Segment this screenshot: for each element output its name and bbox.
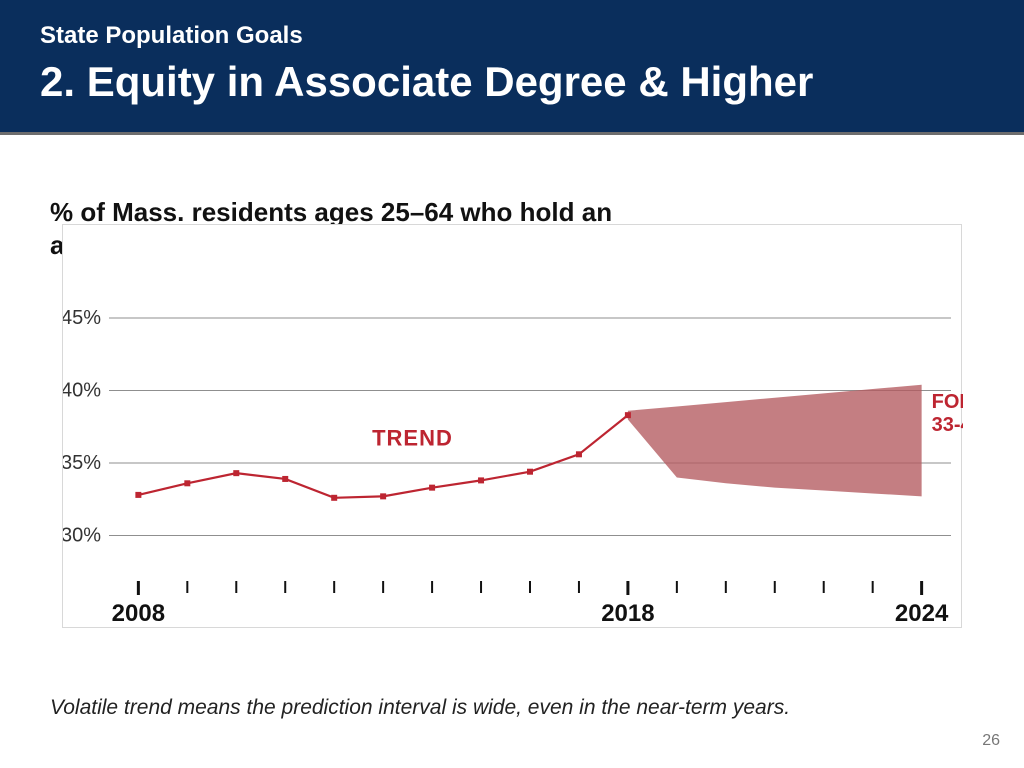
svg-text:30%: 30% [63,525,101,547]
header-kicker: State Population Goals [40,22,984,50]
svg-text:40%: 40% [63,380,101,402]
chart-svg: 30% 35% 40% 45% 2008 2018 2024 TREND FORECAST33-… [63,225,963,629]
svg-text:2018: 2018 [601,600,654,627]
header-divider [0,132,1024,135]
svg-text:45%: 45% [63,307,101,329]
svg-text:TREND: TREND [372,426,453,451]
chart-container: 30% 35% 40% 45% 2008 2018 2024 TREND FORECAST33-… [62,224,962,628]
svg-text:2024: 2024 [895,600,949,627]
svg-text:FORECAST: FORECAST [932,391,963,413]
subtitle-line1: % of Mass. residents ages 25–64 who hold… [50,197,612,227]
header-title: 2. Equity in Associate Degree & Higher [40,58,984,106]
svg-text:33-40%: 33-40% [932,414,963,436]
svg-text:35%: 35% [63,452,101,474]
svg-text:2008: 2008 [112,600,165,627]
footnote: Volatile trend means the prediction inte… [50,696,974,720]
slide-header: State Population Goals 2. Equity in Asso… [0,0,1024,132]
footnote-text: Volatile trend means the prediction inte… [50,696,790,719]
page-number: 26 [982,732,1000,750]
